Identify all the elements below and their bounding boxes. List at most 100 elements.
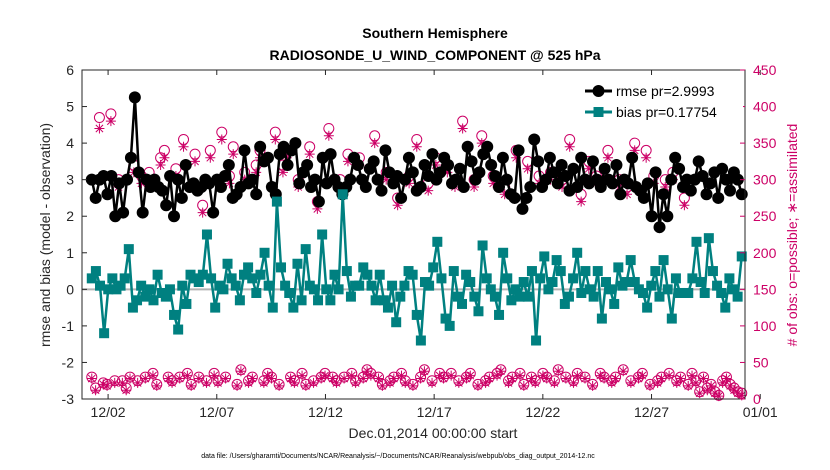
- bias-point: [658, 255, 669, 266]
- assimilated-obs-point: [407, 380, 418, 391]
- y-tick-label: 6: [66, 62, 74, 78]
- rmse-point: [692, 155, 705, 168]
- bias-point: [276, 262, 287, 273]
- assimilated-obs-point: [308, 377, 319, 388]
- assimilated-obs-point: [472, 380, 483, 391]
- assimilated-obs-point: [469, 181, 480, 192]
- bias-point: [123, 244, 134, 255]
- assimilated-obs-point: [694, 388, 705, 399]
- bias-point: [695, 277, 706, 288]
- rmse-point: [117, 206, 130, 219]
- rmse-point: [547, 166, 560, 179]
- rmse-point: [606, 177, 619, 190]
- assimilated-obs-point: [729, 385, 740, 396]
- rmse-point: [684, 184, 697, 197]
- assimilated-obs-point: [698, 373, 709, 384]
- assimilated-obs-point: [186, 380, 197, 391]
- bias-point: [378, 295, 389, 306]
- rmse-point: [669, 151, 682, 164]
- rmse-point: [281, 159, 294, 172]
- rmse-point: [426, 148, 439, 161]
- bias-point: [452, 291, 463, 302]
- rmse-point: [720, 173, 733, 186]
- rmse-point: [641, 177, 654, 190]
- bias-point: [732, 291, 743, 302]
- rmse-point: [132, 166, 145, 179]
- assimilated-obs-point: [568, 377, 579, 388]
- bias-point: [473, 306, 484, 317]
- legend-box: [580, 78, 743, 124]
- assimilated-obs-point: [453, 377, 464, 388]
- bias-point: [629, 277, 640, 288]
- bias-point: [354, 280, 365, 291]
- rmse-point: [367, 155, 380, 168]
- bias-point: [263, 280, 274, 291]
- assimilated-obs-point: [503, 377, 514, 388]
- y2-tick-label: 50: [753, 354, 769, 370]
- bias-point: [177, 280, 188, 291]
- bias-point: [234, 295, 245, 306]
- assimilated-obs-point: [457, 123, 468, 134]
- rmse-point: [289, 137, 302, 150]
- x-axis-label: Dec.01,2014 00:00:00 start: [349, 425, 518, 441]
- assimilated-obs-point: [312, 203, 323, 214]
- bias-point: [687, 273, 698, 284]
- bias-point: [592, 266, 603, 277]
- assimilated-obs-point: [709, 388, 720, 399]
- rmse-point: [704, 177, 717, 190]
- y-tick-label: 4: [66, 135, 74, 151]
- bias-point: [654, 291, 665, 302]
- assimilated-obs-point: [327, 373, 338, 384]
- assimilated-obs-point: [285, 373, 296, 384]
- bias-point: [506, 295, 517, 306]
- y-axis-right: 0 50 100 150 200 250 300 350 400 450: [740, 62, 777, 407]
- rmse-point: [344, 173, 357, 186]
- rmse-point: [371, 173, 384, 186]
- bias-point: [428, 262, 439, 273]
- assimilated-obs-point: [514, 370, 525, 381]
- y-tick-label: 5: [66, 99, 74, 115]
- assimilated-obs-point: [702, 385, 713, 396]
- assimilated-obs-point: [377, 380, 388, 391]
- bias-point: [526, 266, 537, 277]
- rmse-point: [301, 159, 314, 172]
- assimilated-obs-point: [564, 141, 575, 152]
- rmse-point: [89, 191, 102, 204]
- bias-point: [477, 240, 488, 251]
- bias-point: [197, 269, 208, 280]
- rmse-point: [175, 191, 188, 204]
- bias-point: [222, 258, 233, 269]
- bias-point: [313, 295, 324, 306]
- assimilated-obs-point: [342, 156, 353, 167]
- rmse-point: [406, 166, 419, 179]
- assimilated-obs-point: [339, 373, 350, 384]
- bias-point: [543, 284, 554, 295]
- assimilated-obs-point: [518, 380, 529, 391]
- assimilated-obs-point: [147, 370, 158, 381]
- bias-point: [321, 284, 332, 295]
- assimilated-obs-point: [579, 373, 590, 384]
- bias-point: [345, 291, 356, 302]
- bias-point: [485, 284, 496, 295]
- y2-tick-label: 400: [753, 99, 777, 115]
- assimilated-obs-point: [690, 377, 701, 388]
- assimilated-obs-point: [201, 377, 212, 388]
- assimilated-obs-point: [109, 377, 120, 388]
- assimilated-obs-point: [258, 377, 269, 388]
- rmse-point: [543, 151, 556, 164]
- assimilated-obs-point: [427, 377, 438, 388]
- assimilated-obs-point: [492, 370, 503, 381]
- bias-point: [465, 277, 476, 288]
- assimilated-obs-point: [476, 138, 487, 149]
- rmse-point: [171, 173, 184, 186]
- assimilated-obs-point: [400, 377, 411, 388]
- rmse-point: [645, 210, 658, 223]
- assimilated-obs-point: [499, 189, 510, 200]
- bias-point: [210, 302, 221, 313]
- rmse-point: [614, 188, 627, 201]
- assimilated-obs-point: [480, 377, 491, 388]
- bias-point: [424, 280, 435, 291]
- rmse-point: [500, 173, 513, 186]
- assimilated-obs-point: [713, 391, 724, 402]
- assimilated-obs-point: [167, 377, 178, 388]
